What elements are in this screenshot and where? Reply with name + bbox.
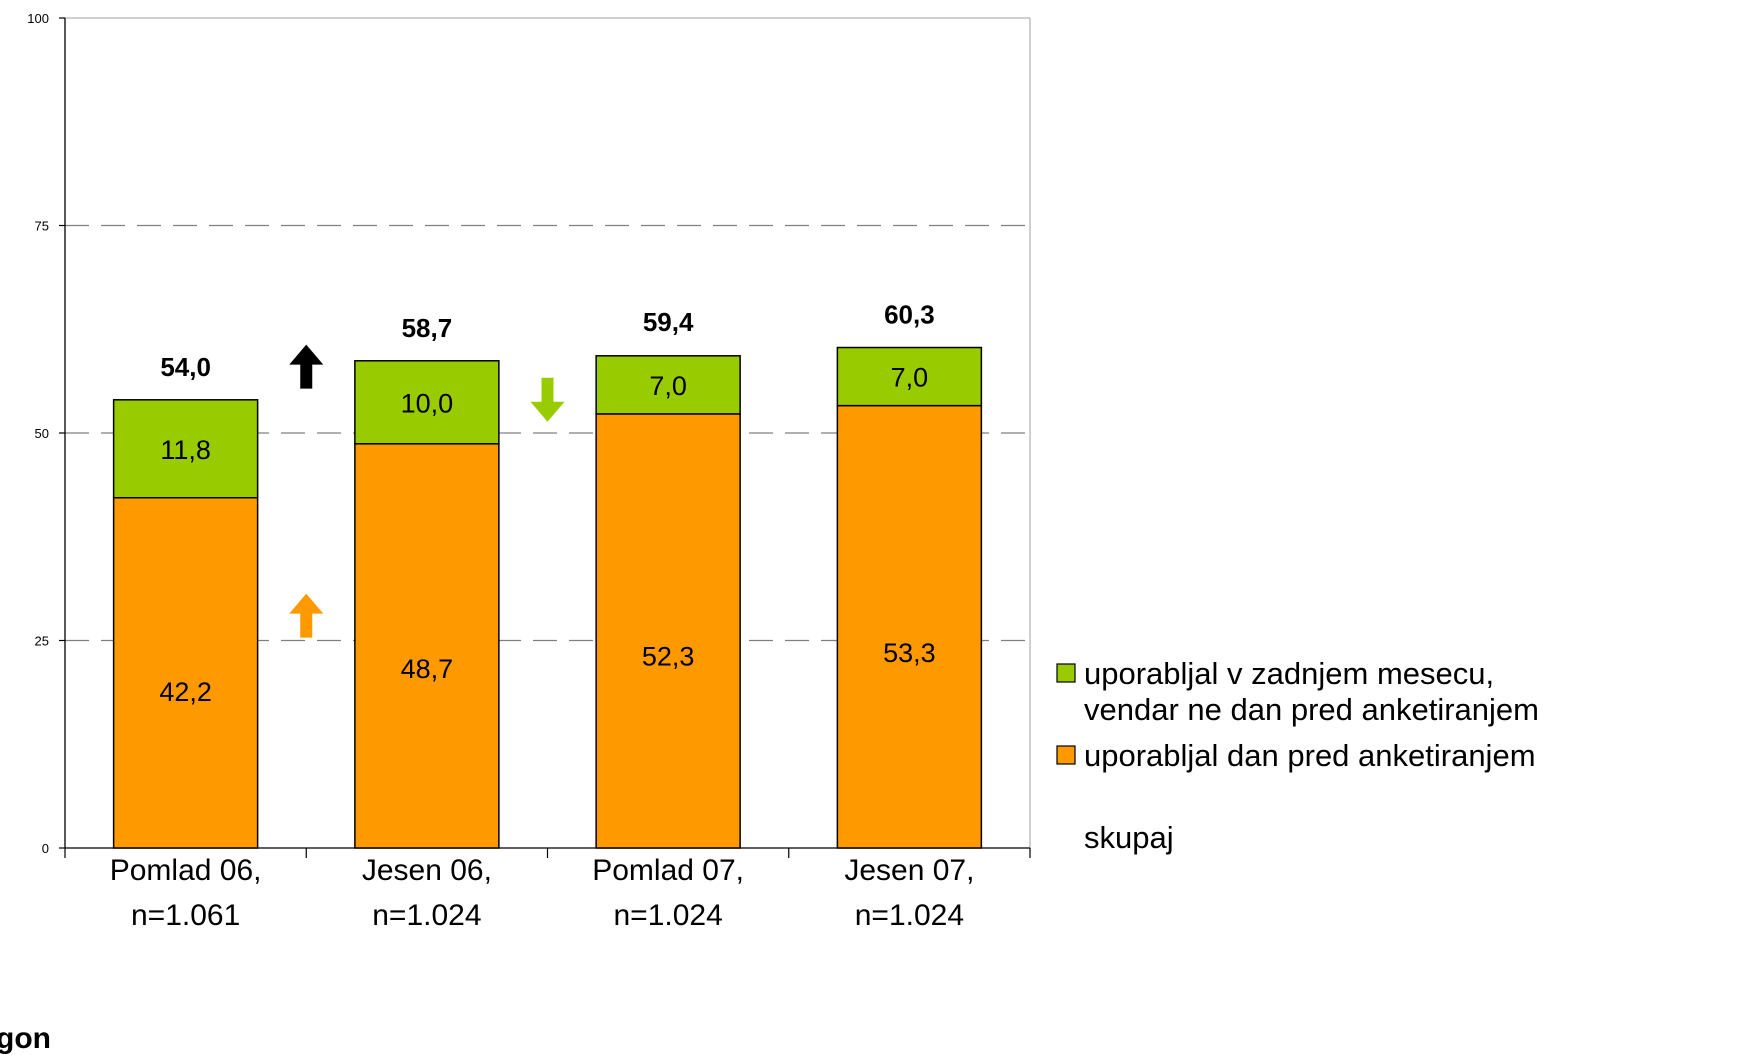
bar-segment-orange (354, 443, 500, 849)
legend-label-line: uporabljal v zadnjem mesecu, (1084, 656, 1494, 691)
y-tick-label: 100 (27, 11, 49, 26)
x-category-label: Jesen 07, n=1.024 (844, 854, 974, 932)
x-category-label-line: Jesen 07, (844, 854, 974, 887)
x-category-label: Pomlad 06, n=1.061 (110, 854, 262, 932)
legend-label: uporabljal dan pred anketiranjem (1084, 738, 1536, 773)
x-category-label-line: n=1.061 (131, 899, 240, 932)
bar-segment-green (836, 346, 983, 407)
segment-value-label: 10,0 (401, 388, 454, 418)
segment-value-label: 52,3 (642, 642, 695, 672)
x-category-label-line: n=1.024 (372, 899, 481, 932)
trend-arrows (289, 344, 565, 638)
legend-label-line: uporabljal dan pred anketiranjem (1084, 738, 1536, 773)
x-category-label-line: Pomlad 07, (592, 854, 744, 887)
x-category-label-line: Pomlad 06, (110, 854, 262, 887)
bar-segment-green (595, 355, 741, 415)
x-category-label: Jesen 06, n=1.024 (362, 854, 492, 932)
segment-value-label: 11,8 (160, 435, 211, 465)
legend: uporabljal v zadnjem mesecu, vendar ne da… (1056, 656, 1539, 855)
x-category-label-line: n=1.024 (613, 899, 722, 932)
cut-off-text: gon (0, 1022, 51, 1055)
arrow-up-icon (289, 344, 324, 389)
total-value-label: 60,3 (884, 300, 935, 330)
segment-value-label: 53,3 (883, 638, 936, 668)
bar-segment-green (112, 399, 259, 499)
segment-value-label: 42,2 (159, 677, 212, 707)
plot-frame (65, 17, 1031, 848)
axes: 0 25 50 75 100 Pomlad 06, n=1.061 Jesen 06, n=1.… (27, 11, 1031, 932)
segment-value-label: 7,0 (891, 363, 929, 393)
bar-segment-green (354, 360, 500, 445)
total-value-label: 58,7 (402, 313, 453, 343)
bar-segment-orange (836, 404, 983, 849)
legend-swatch (1056, 745, 1076, 765)
legend-swatch (1056, 663, 1076, 683)
arrow-down-icon (530, 377, 565, 422)
x-category-label-line: n=1.024 (855, 899, 964, 932)
arrow-up-icon (289, 593, 324, 638)
data-labels: 42,2 11,8 54,0 48,7 10,0 58,7 52,3 7,0 59,4 53,3 7… (159, 300, 935, 707)
bar-segment-orange (112, 496, 259, 849)
y-tick-label: 50 (35, 426, 49, 441)
x-category-label-line: Jesen 06, (362, 854, 492, 887)
legend-label-line: skupaj (1084, 820, 1174, 855)
total-value-label: 54,0 (160, 352, 211, 382)
segment-value-label: 7,0 (649, 371, 687, 401)
bar-segment-orange (595, 413, 741, 849)
y-tick-label: 75 (35, 219, 49, 234)
legend-label-line: vendar ne dan pred anketiranjem (1084, 692, 1539, 727)
legend-label: skupaj (1084, 820, 1174, 855)
segment-value-label: 48,7 (401, 654, 454, 684)
legend-label: uporabljal v zadnjem mesecu, vendar ne da… (1084, 656, 1539, 727)
y-tick-label: 0 (42, 841, 49, 856)
total-value-label: 59,4 (643, 307, 694, 337)
bars (112, 346, 983, 849)
y-tick-label: 25 (35, 634, 49, 649)
x-category-label: Pomlad 07, n=1.024 (592, 854, 744, 932)
